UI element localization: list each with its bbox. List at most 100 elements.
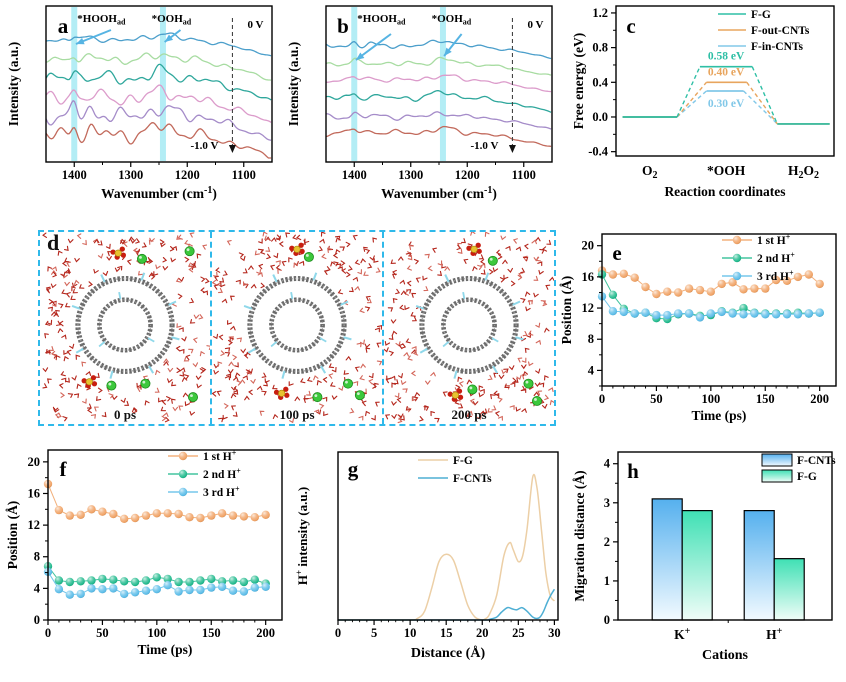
svg-text:2 nd H+: 2 nd H+: [203, 467, 241, 481]
svg-text:1.2: 1.2: [592, 6, 608, 20]
panel-h-canvas: 0 1 2 3 4 K+ H+ Cations Migration distance (Å) F-…: [572, 451, 836, 663]
svg-text:Cations: Cations: [702, 648, 748, 663]
md-snapshot-2: 200 ps: [384, 232, 554, 424]
svg-text:0: 0: [599, 392, 605, 406]
svg-text:150: 150: [756, 392, 775, 406]
snapshot-time-label: 200 ps: [451, 407, 487, 422]
svg-text:1400: 1400: [62, 168, 87, 182]
svg-text:16: 16: [582, 270, 595, 284]
md-snapshot-2-canvas: [384, 232, 554, 424]
panel-h-migration-bars: 0 1 2 3 4 K+ H+ Cations Migration distance (Å) F-…: [570, 442, 842, 682]
svg-text:O2: O2: [642, 163, 658, 181]
svg-text:2 nd H+: 2 nd H+: [757, 251, 795, 265]
panel-f-position-time: 0 50 100 150 200 0 4 8 12 16 20 Time (ps) Position (…: [4, 442, 290, 682]
svg-text:*OOHad: *OOHad: [432, 13, 472, 26]
svg-text:1400: 1400: [342, 168, 367, 182]
panel-e-canvas: 0 50 100 150 200 4 8 12 16 20 Time (ps) Position (Å…: [559, 233, 837, 423]
svg-text:1 st H+: 1 st H+: [757, 233, 791, 247]
svg-text:4: 4: [588, 363, 595, 377]
svg-text:-1.0 V: -1.0 V: [190, 140, 218, 152]
svg-text:K+: K+: [674, 626, 691, 642]
svg-text:F-in-CNTs: F-in-CNTs: [751, 41, 803, 53]
md-snapshot-0: 0 ps: [40, 232, 212, 424]
snapshot-time-label: 0 ps: [113, 407, 137, 422]
svg-text:0.0: 0.0: [592, 110, 608, 124]
svg-text:*HOOHad: *HOOHad: [357, 13, 406, 26]
svg-text:Wavenumber (cm-1): Wavenumber (cm-1): [101, 185, 217, 201]
panel-a-canvas: 0 V -1.0 V *HOOHad *OOHad 1400 1300 1200 1100 Wa…: [6, 5, 273, 201]
panel-d-letter: d: [47, 230, 60, 255]
md-snapshot-0-canvas: [42, 232, 210, 423]
panel-f-canvas: 0 50 100 150 200 0 4 8 12 16 20 Time (ps) Position (…: [5, 449, 283, 657]
svg-text:Intensity (a.u.): Intensity (a.u.): [6, 42, 21, 126]
svg-text:Time (ps): Time (ps): [138, 642, 193, 657]
svg-text:5: 5: [371, 626, 377, 640]
svg-text:0.40 eV: 0.40 eV: [708, 66, 745, 78]
md-snapshot-1-canvas: [212, 232, 382, 424]
svg-text:3 rd H+: 3 rd H+: [203, 485, 240, 499]
svg-text:Wavenumber (cm-1): Wavenumber (cm-1): [381, 185, 497, 201]
svg-text:0 V: 0 V: [247, 19, 263, 31]
panel-e-position-time: 0 50 100 150 200 4 8 12 16 20 Time (ps) Position (Å…: [558, 228, 844, 445]
svg-text:1: 1: [604, 574, 610, 588]
panel-c-free-energy: 0.58 eV 0.40 eV 0.30 eV -0.4 0.0 0.4 0.8 1.2 O2 *…: [570, 0, 842, 223]
svg-text:50: 50: [650, 392, 663, 406]
svg-text:8: 8: [34, 550, 40, 564]
svg-text:0 V: 0 V: [527, 19, 543, 31]
svg-text:0.8: 0.8: [592, 41, 608, 55]
svg-text:200: 200: [256, 626, 275, 640]
svg-text:0: 0: [604, 613, 610, 627]
svg-text:f: f: [60, 457, 68, 481]
svg-text:200: 200: [810, 392, 829, 406]
svg-text:3 rd H+: 3 rd H+: [757, 269, 794, 283]
svg-text:16: 16: [28, 486, 41, 500]
svg-text:Migration distance (Å): Migration distance (Å): [572, 470, 587, 601]
svg-text:b: b: [337, 14, 349, 38]
svg-text:1 st H+: 1 st H+: [203, 449, 237, 463]
svg-text:e: e: [612, 241, 621, 265]
svg-text:2: 2: [604, 535, 610, 549]
svg-text:H2O2: H2O2: [788, 163, 819, 181]
svg-text:H+: H+: [766, 626, 783, 642]
svg-text:150: 150: [202, 626, 221, 640]
svg-text:F-G: F-G: [453, 455, 473, 467]
svg-text:0: 0: [34, 613, 40, 627]
svg-text:25: 25: [512, 626, 525, 640]
panel-d-md-snapshots: d 0 ps 100 ps 200 ps: [38, 230, 556, 426]
panel-c-canvas: 0.58 eV 0.40 eV 0.30 eV -0.4 0.0 0.4 0.8 1.2 O2 *…: [571, 5, 835, 199]
svg-text:F-G: F-G: [751, 9, 771, 21]
svg-text:15: 15: [440, 626, 453, 640]
svg-text:3: 3: [604, 496, 610, 510]
panel-g-proton-intensity: 0 5 10 15 20 25 30 Distance (Å) H+ intensity (a.…: [292, 442, 566, 682]
svg-text:1100: 1100: [512, 168, 536, 182]
svg-text:1100: 1100: [232, 168, 256, 182]
svg-text:100: 100: [147, 626, 166, 640]
svg-text:4: 4: [34, 581, 41, 595]
svg-text:*OOH: *OOH: [707, 163, 746, 178]
svg-text:Reaction coordinates: Reaction coordinates: [664, 184, 785, 199]
svg-text:1300: 1300: [118, 168, 143, 182]
svg-text:h: h: [627, 459, 639, 483]
svg-text:100: 100: [701, 392, 720, 406]
svg-text:20: 20: [28, 455, 41, 469]
svg-text:F-out-CNTs: F-out-CNTs: [751, 25, 810, 37]
svg-text:1200: 1200: [175, 168, 200, 182]
svg-text:*OOHad: *OOHad: [152, 13, 192, 26]
svg-text:12: 12: [28, 518, 41, 532]
svg-text:20: 20: [582, 239, 595, 253]
snapshot-time-label: 100 ps: [279, 407, 315, 422]
svg-text:-0.4: -0.4: [588, 145, 609, 159]
svg-text:Intensity (a.u.): Intensity (a.u.): [286, 42, 301, 126]
svg-text:Time (ps): Time (ps): [692, 408, 747, 423]
panel-b-canvas: 0 V -1.0 V *HOOHad *OOHad 1400 1300 1200 1100 Wa…: [286, 5, 553, 201]
svg-text:20: 20: [476, 626, 489, 640]
svg-text:12: 12: [582, 301, 595, 315]
md-snapshot-1: 100 ps: [212, 232, 384, 424]
svg-text:8: 8: [588, 332, 594, 346]
svg-text:Distance (Å): Distance (Å): [411, 645, 486, 661]
svg-text:1200: 1200: [455, 168, 480, 182]
svg-text:F-CNTs: F-CNTs: [453, 473, 492, 485]
svg-text:0.58 eV: 0.58 eV: [708, 51, 745, 63]
panel-b-spectra: 0 V -1.0 V *HOOHad *OOHad 1400 1300 1200 1100 Wa…: [284, 0, 558, 223]
